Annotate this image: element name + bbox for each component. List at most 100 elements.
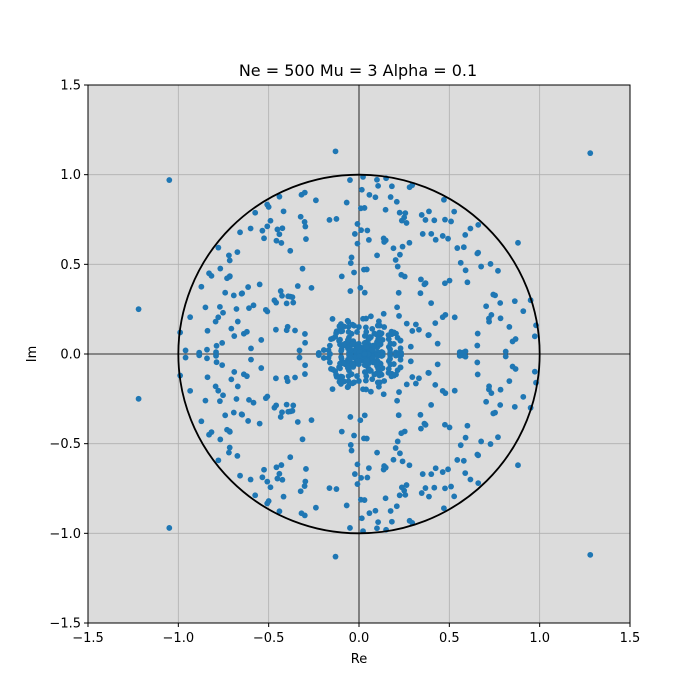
data-point (302, 331, 308, 337)
data-point (394, 304, 400, 311)
data-point (198, 418, 205, 425)
data-point (338, 273, 345, 280)
data-point (374, 352, 381, 359)
data-point (338, 348, 345, 354)
data-point (217, 303, 223, 310)
data-point (417, 290, 424, 297)
data-point (380, 310, 387, 317)
data-point (403, 220, 410, 226)
data-point (467, 476, 474, 483)
data-point (432, 465, 439, 472)
data-point (393, 198, 400, 205)
data-point (428, 402, 435, 408)
data-point (333, 216, 340, 222)
data-point (182, 347, 189, 354)
data-point (327, 351, 333, 358)
data-point (374, 525, 380, 532)
data-point (457, 442, 464, 449)
data-point (362, 324, 369, 331)
data-point (407, 358, 414, 365)
data-point (409, 374, 416, 380)
data-point (329, 316, 336, 322)
data-point (448, 483, 454, 490)
data-point (487, 261, 494, 267)
data-point (434, 361, 441, 368)
data-point (409, 328, 416, 334)
data-point (520, 308, 527, 315)
data-point (397, 337, 404, 344)
data-point (454, 457, 461, 463)
data-point (397, 364, 404, 371)
data-point (312, 504, 319, 511)
data-point (237, 229, 243, 236)
data-point (226, 252, 232, 259)
data-point (531, 368, 538, 375)
data-point (276, 231, 283, 238)
data-point (478, 438, 485, 445)
data-point (394, 438, 401, 445)
data-point (369, 355, 376, 362)
data-point (372, 507, 379, 514)
data-point (261, 235, 267, 242)
data-point (332, 148, 339, 155)
data-point (475, 221, 482, 228)
data-point (262, 306, 269, 313)
data-point (250, 302, 257, 309)
data-point (426, 493, 432, 500)
data-point (490, 291, 497, 298)
data-point (428, 300, 435, 306)
data-point (344, 365, 351, 371)
data-point (520, 393, 527, 400)
chart-title: Ne = 500 Mu = 3 Alpha = 0.1 (239, 61, 477, 80)
data-point (459, 352, 466, 359)
data-point (222, 289, 229, 296)
data-point (428, 471, 435, 478)
data-point (226, 449, 232, 456)
data-point (248, 356, 254, 363)
data-point (426, 208, 432, 215)
data-point (220, 392, 226, 399)
data-point (361, 266, 367, 273)
data-point (364, 474, 371, 481)
data-point (460, 457, 467, 464)
y-ticks: −1.5 −1.0 −0.5 0.0 0.5 1.0 1.5 (49, 79, 88, 632)
x-tick-label: 0.5 (439, 631, 460, 646)
data-point (261, 466, 267, 473)
data-point (333, 328, 340, 335)
data-point (361, 435, 367, 442)
data-point (292, 374, 298, 381)
data-point (258, 337, 265, 343)
data-point (204, 346, 210, 353)
x-tick-label: 0.0 (349, 631, 370, 646)
data-point (292, 327, 298, 334)
data-point (347, 355, 354, 362)
data-point (213, 342, 220, 349)
data-point (302, 362, 308, 369)
data-point (412, 321, 419, 328)
data-point (296, 354, 303, 361)
data-point (224, 426, 230, 433)
data-point (290, 402, 297, 409)
data-point (351, 231, 358, 237)
data-point (289, 407, 296, 414)
data-point (326, 217, 333, 223)
data-point (343, 502, 350, 509)
data-point (267, 217, 274, 224)
data-point (215, 387, 222, 394)
data-point (347, 346, 354, 353)
data-point (374, 176, 380, 183)
data-point (347, 525, 353, 531)
data-point (196, 352, 203, 359)
data-point (379, 365, 386, 372)
data-point (276, 508, 283, 515)
data-point (390, 245, 397, 252)
data-point (204, 327, 211, 334)
data-point (382, 237, 389, 244)
data-point (357, 417, 364, 424)
data-point (515, 462, 521, 469)
data-point (374, 449, 380, 456)
data-point (333, 373, 340, 380)
data-point (497, 402, 504, 408)
data-point (403, 482, 410, 488)
data-point (442, 390, 449, 397)
